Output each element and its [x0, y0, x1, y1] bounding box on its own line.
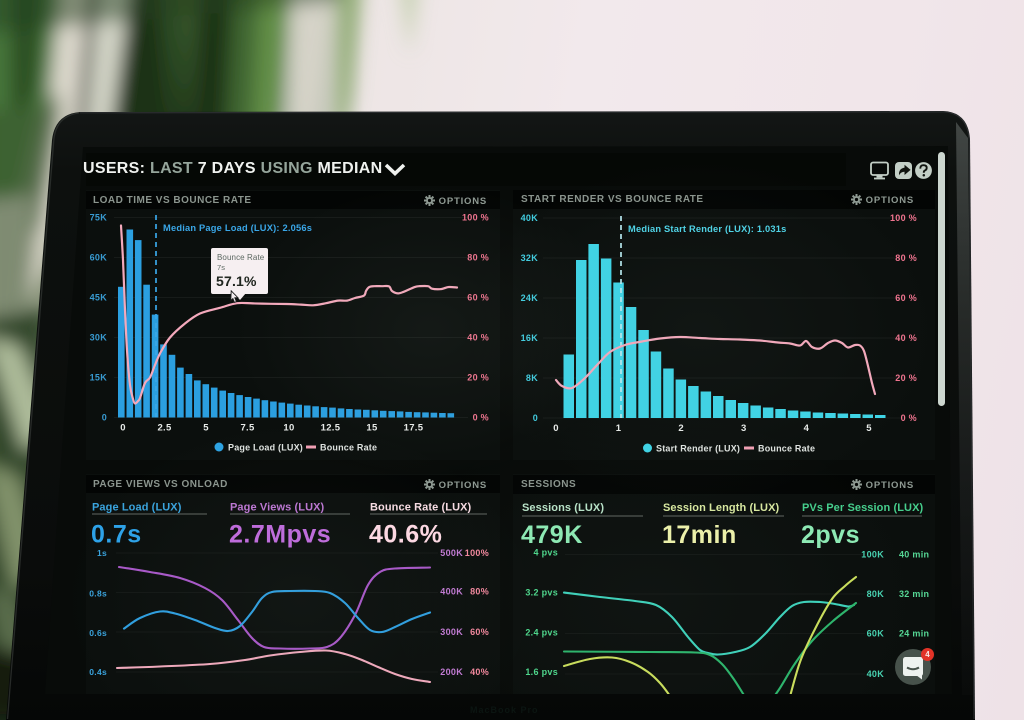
svg-text:5: 5: [203, 423, 209, 434]
svg-text:MacBook Pro: MacBook Pro: [470, 705, 539, 715]
svg-text:1.6 pvs: 1.6 pvs: [525, 667, 558, 677]
svg-text:75K: 75K: [90, 213, 108, 223]
svg-text:400K: 400K: [440, 587, 463, 597]
svg-text:40%: 40%: [470, 667, 489, 677]
svg-text:5: 5: [866, 423, 872, 434]
svg-text:15K: 15K: [90, 373, 108, 383]
svg-text:15: 15: [366, 423, 378, 434]
svg-text:7.5: 7.5: [240, 423, 255, 434]
svg-text:Sessions (LUX): Sessions (LUX): [522, 502, 604, 514]
svg-text:0 %: 0 %: [473, 413, 489, 423]
svg-text:30K: 30K: [90, 333, 108, 343]
svg-text:0.8s: 0.8s: [89, 589, 107, 599]
svg-text:45K: 45K: [90, 293, 108, 303]
svg-text:2.4 pvs: 2.4 pvs: [525, 628, 558, 638]
svg-text:20 %: 20 %: [895, 373, 917, 383]
svg-text:2.5: 2.5: [157, 423, 172, 434]
svg-text:500K: 500K: [440, 548, 463, 558]
svg-text:Bounce Rate (LUX): Bounce Rate (LUX): [370, 502, 472, 514]
svg-text:200K: 200K: [440, 667, 463, 677]
svg-text:60K: 60K: [867, 629, 885, 639]
svg-text:100K: 100K: [861, 550, 884, 560]
svg-text:100%: 100%: [465, 548, 489, 558]
svg-text:16K: 16K: [521, 333, 539, 343]
svg-text:60%: 60%: [470, 627, 489, 637]
svg-text:80 %: 80 %: [895, 253, 917, 263]
svg-text:0.4s: 0.4s: [89, 667, 107, 677]
svg-text:Median Page Load (LUX): 2.056s: Median Page Load (LUX): 2.056s: [163, 223, 312, 233]
svg-text:1s: 1s: [97, 548, 107, 558]
svg-text:32 min: 32 min: [899, 589, 929, 599]
svg-text:40K: 40K: [867, 669, 885, 679]
svg-text:40K: 40K: [521, 213, 539, 223]
svg-text:4: 4: [804, 423, 810, 434]
svg-text:0 %: 0 %: [901, 413, 917, 423]
svg-text:0.7s: 0.7s: [91, 521, 142, 549]
svg-text:2: 2: [678, 423, 684, 434]
svg-text:1: 1: [616, 423, 622, 434]
svg-text:100 %: 100 %: [890, 213, 917, 223]
svg-text:PVs Per Session (LUX): PVs Per Session (LUX): [802, 502, 924, 514]
svg-text:4 pvs: 4 pvs: [533, 548, 558, 558]
svg-text:Bounce Rate: Bounce Rate: [758, 444, 815, 454]
svg-text:0.6s: 0.6s: [89, 628, 107, 638]
svg-text:12.5: 12.5: [321, 423, 341, 434]
svg-text:40 %: 40 %: [895, 333, 917, 343]
svg-text:0: 0: [553, 423, 559, 434]
svg-text:0: 0: [533, 413, 538, 423]
svg-text:Page Views (LUX): Page Views (LUX): [230, 502, 325, 514]
svg-text:17.5: 17.5: [404, 423, 424, 434]
svg-text:24 min: 24 min: [899, 629, 929, 639]
svg-text:Page Load (LUX): Page Load (LUX): [228, 443, 303, 453]
svg-text:Page Load (LUX): Page Load (LUX): [92, 502, 182, 514]
svg-text:Median Start Render (LUX): 1.0: Median Start Render (LUX): 1.031s: [628, 224, 787, 234]
svg-text:60K: 60K: [90, 253, 108, 263]
svg-text:3: 3: [741, 423, 747, 434]
svg-text:0: 0: [102, 413, 107, 423]
svg-text:10: 10: [283, 423, 294, 434]
svg-text:60 %: 60 %: [895, 293, 917, 303]
svg-text:0: 0: [120, 423, 126, 434]
svg-text:20 %: 20 %: [467, 373, 489, 383]
svg-text:60 %: 60 %: [467, 293, 489, 303]
svg-text:8K: 8K: [526, 373, 538, 383]
svg-text:2pvs: 2pvs: [801, 521, 860, 549]
svg-text:17min: 17min: [662, 521, 737, 549]
svg-text:32K: 32K: [521, 253, 539, 263]
svg-text:80 %: 80 %: [467, 253, 489, 263]
svg-text:479K: 479K: [521, 521, 583, 549]
svg-text:Session Length (LUX): Session Length (LUX): [663, 502, 780, 514]
svg-text:300K: 300K: [440, 627, 463, 637]
svg-text:2.7Mpvs: 2.7Mpvs: [229, 521, 331, 549]
svg-text:3.2 pvs: 3.2 pvs: [525, 588, 558, 598]
svg-text:40.6%: 40.6%: [369, 521, 442, 549]
svg-text:80K: 80K: [867, 589, 885, 599]
svg-text:80%: 80%: [470, 587, 489, 597]
svg-text:Bounce Rate: Bounce Rate: [320, 443, 377, 453]
svg-text:40 %: 40 %: [467, 333, 489, 343]
svg-text:24K: 24K: [521, 293, 539, 303]
svg-text:100 %: 100 %: [462, 213, 489, 223]
svg-text:40 min: 40 min: [899, 550, 929, 560]
svg-text:Start Render (LUX): Start Render (LUX): [656, 444, 740, 454]
